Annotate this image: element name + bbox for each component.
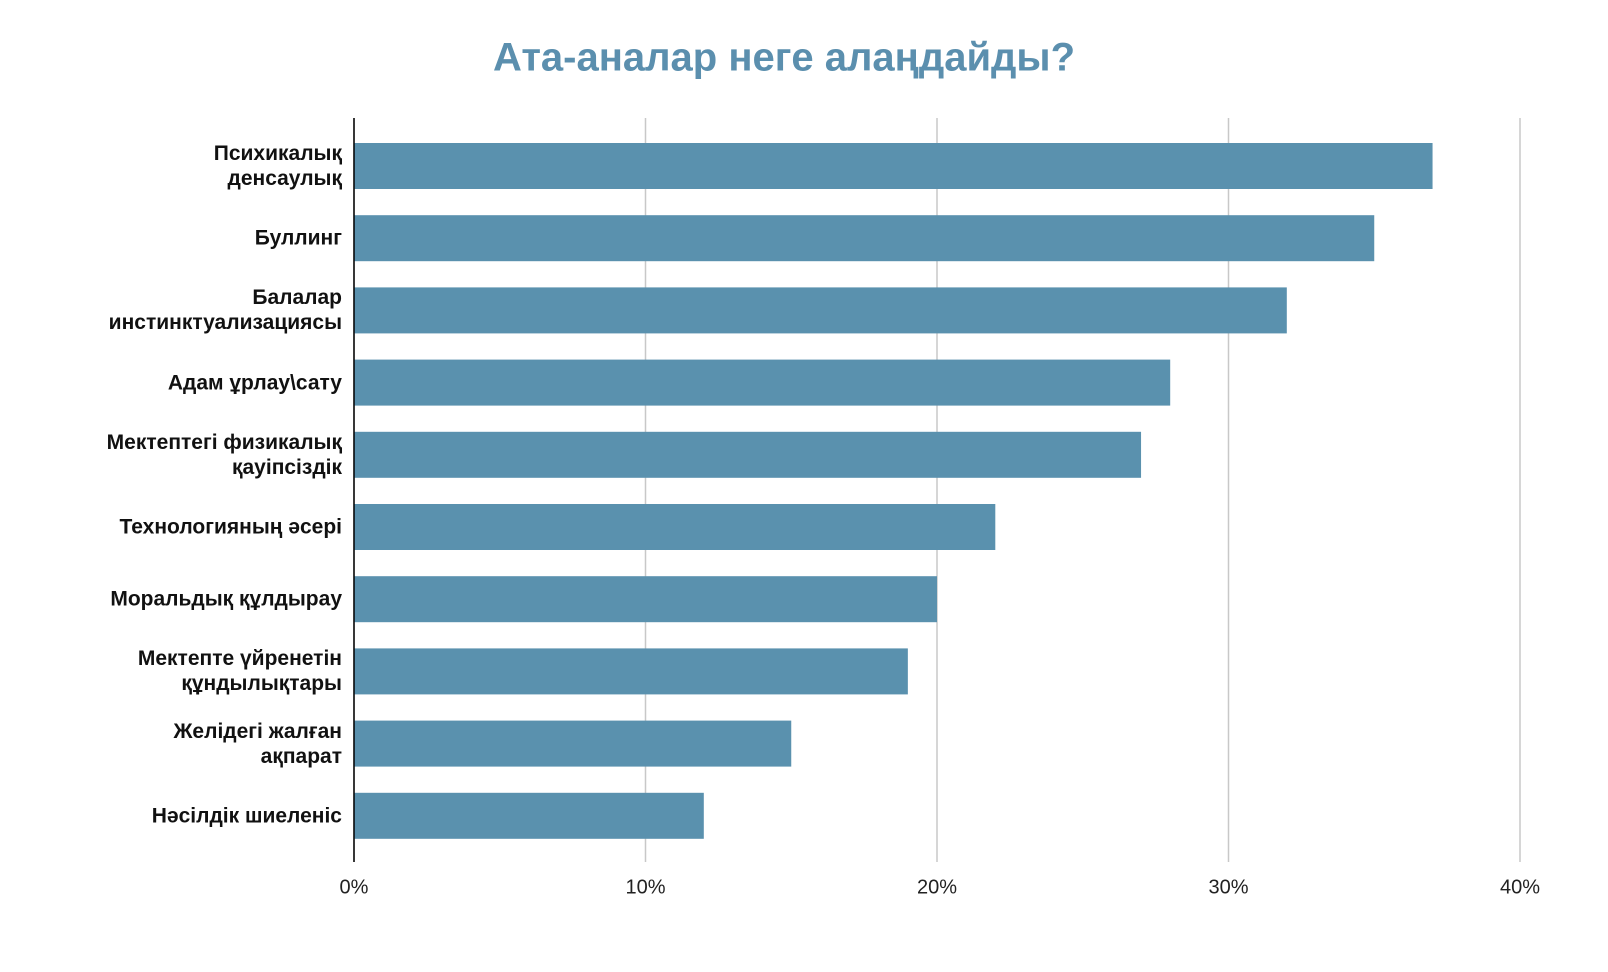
bar (354, 287, 1287, 334)
x-tick-label: 10% (625, 876, 665, 898)
bar (354, 792, 704, 839)
y-tick-label: Психикалық денсаулық (213, 142, 342, 190)
y-tick-label: Нәсілдік шиеленіс (151, 804, 342, 828)
y-tick-label: Моральдық құлдырау (110, 587, 342, 611)
y-tick-label: Технологияның әсері (119, 515, 343, 539)
y-tick-label: Мектепте үйренетін құндылықтары (137, 647, 342, 696)
bar (354, 504, 996, 550)
bar (354, 576, 937, 623)
bar (354, 215, 1375, 262)
x-tick-label: 20% (917, 876, 957, 898)
x-tick-label: 30% (1208, 876, 1248, 898)
y-tick-label: Адам ұрлау\сату (167, 371, 342, 395)
bar (354, 648, 908, 695)
bar (354, 143, 1433, 189)
y-tick-label: Балалар инстинктуализациясы (108, 286, 342, 335)
chart-title: Ата-аналар неге алаңдайды? (493, 36, 1075, 80)
y-tick-label: Буллинг (254, 226, 342, 250)
bar (354, 359, 1171, 406)
x-tick-label: 0% (340, 876, 369, 898)
bar (354, 431, 1142, 478)
y-tick-label: Желідегі жалған ақпарат (173, 719, 342, 768)
x-tick-label: 40% (1500, 876, 1540, 898)
bar (354, 720, 792, 767)
y-tick-label: Мектептегі физикалық қауіпсіздік (106, 430, 342, 479)
